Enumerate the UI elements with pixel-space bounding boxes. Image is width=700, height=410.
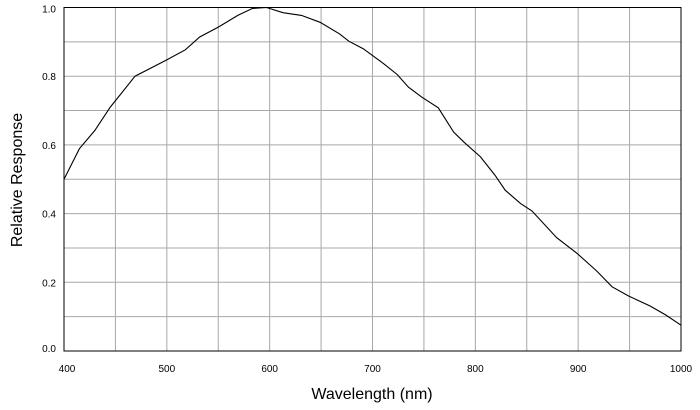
y-axis-label: Relative Response [9, 113, 26, 247]
x-tick-label: 600 [261, 364, 278, 375]
x-tick-label: 900 [570, 364, 587, 375]
response-curve [63, 6, 682, 326]
y-tick-label: 0.0 [42, 344, 56, 355]
x-tick-label: 700 [364, 364, 381, 375]
grid [64, 7, 681, 351]
x-tick-label: 1000 [670, 364, 693, 375]
x-axis-label: Wavelength (nm) [311, 386, 432, 403]
plot-frame [63, 7, 682, 352]
x-tick-label: 400 [59, 364, 76, 375]
y-tick-label: 1.0 [42, 5, 56, 16]
y-tick-label: 0.8 [42, 72, 56, 83]
x-tick-label: 500 [158, 364, 175, 375]
y-tick-label: 0.6 [42, 141, 56, 152]
tick-labels: 400 500 600 700 800 900 1000 0.0 0.2 0.4 0.6 0.8 1.0 [42, 5, 692, 376]
x-tick-label: 800 [467, 364, 484, 375]
y-tick-label: 0.4 [42, 210, 56, 221]
y-tick-label: 0.2 [42, 278, 56, 289]
